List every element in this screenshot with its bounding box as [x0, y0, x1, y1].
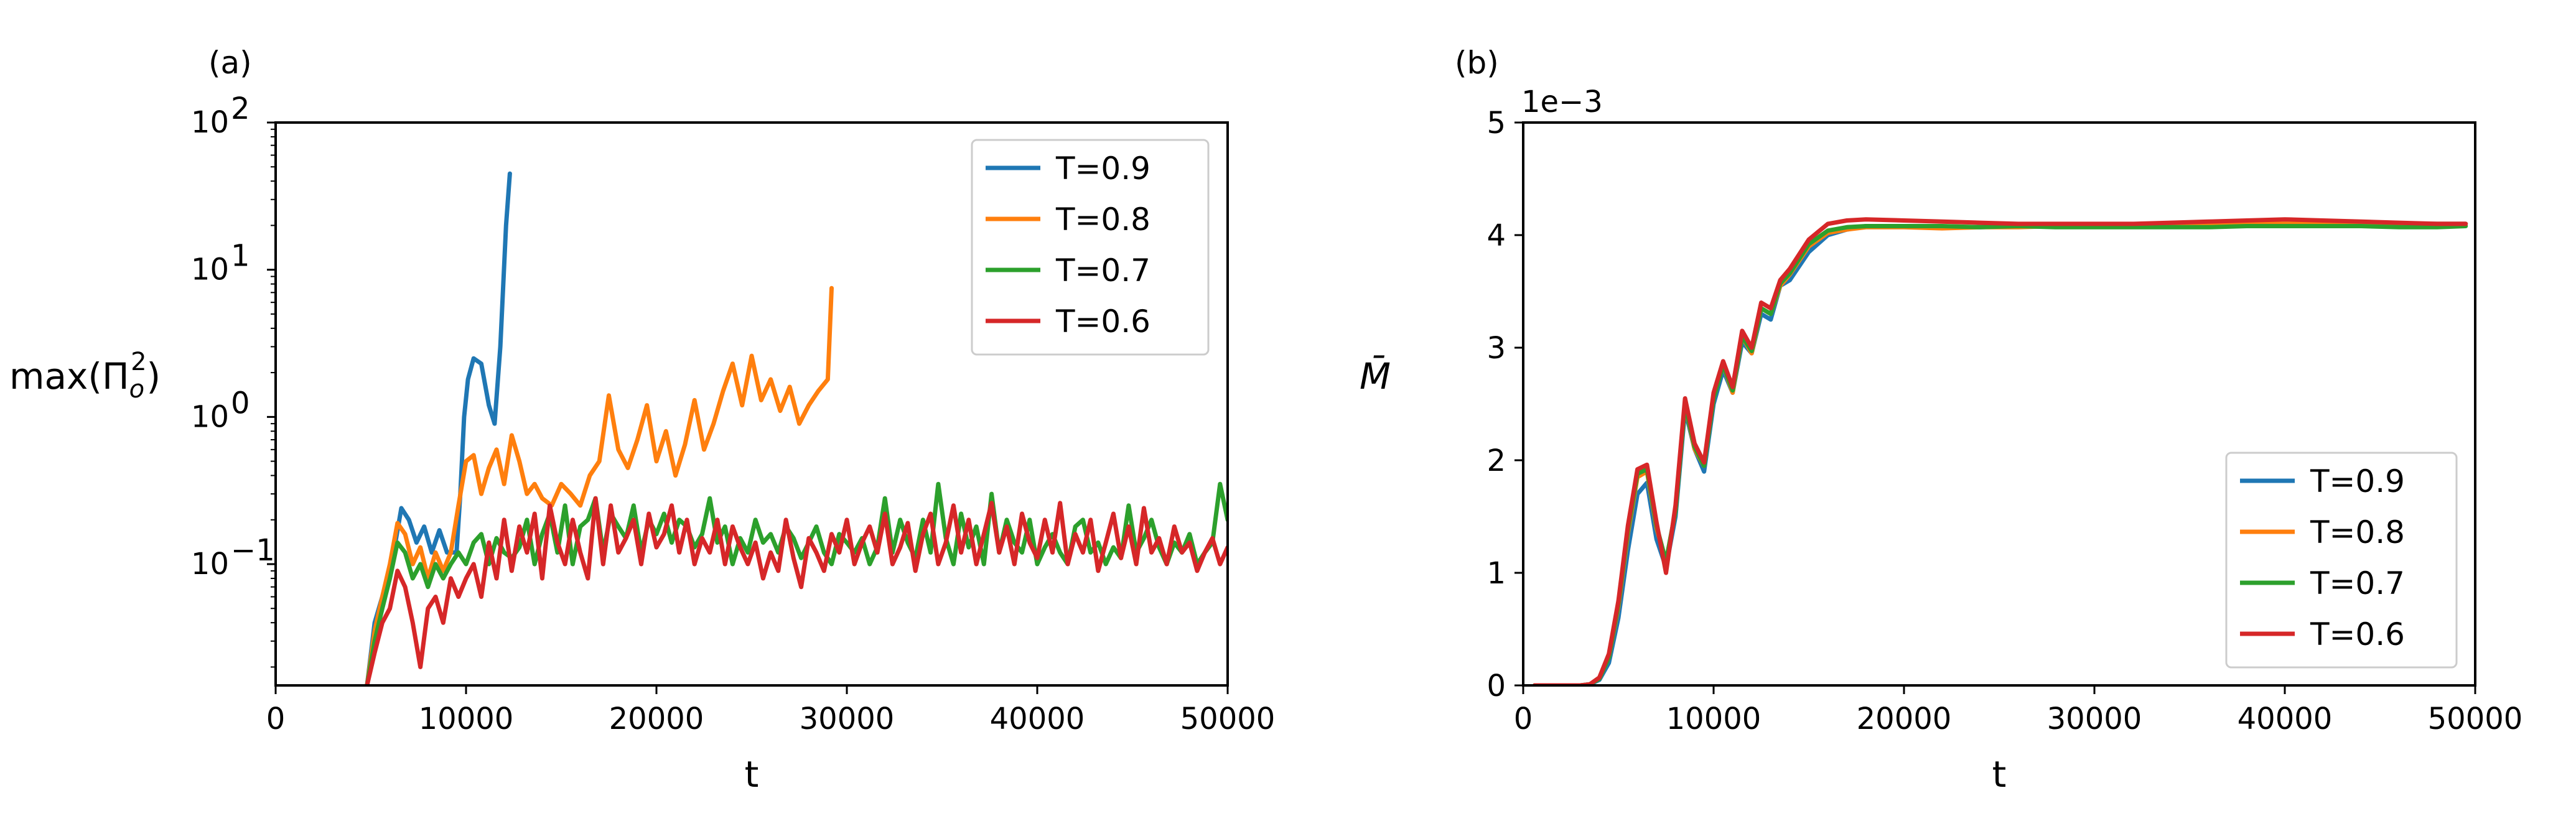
y-tick-label: 0 [1486, 669, 1506, 703]
legend-label: T=0.9 [1055, 151, 1150, 187]
y-tick-exponent: 1 [231, 239, 250, 274]
panel-a-ylabel: max(Πo2) [9, 348, 161, 404]
y-tick-label: 10 [191, 105, 229, 140]
x-tick-label: 30000 [2047, 702, 2142, 736]
panel-a-axes-frame [274, 121, 1229, 687]
legend-label: T=0.8 [2310, 514, 2405, 550]
y-tick-exponent: 0 [231, 386, 250, 420]
panel-b-ylabel: M̄ [1360, 354, 1391, 397]
y-tick-label: 10 [191, 547, 229, 582]
panel-b-axes-frame [1522, 121, 2476, 687]
x-tick-label: 50000 [1180, 702, 1276, 736]
y-tick-exponent: 2 [231, 91, 250, 126]
x-tick-label: 10000 [1666, 702, 1762, 736]
y-tick-exponent: −1 [231, 533, 275, 568]
panel-a-ylabel-main: max(Π [9, 355, 129, 397]
panel-a-xlabel: t [745, 753, 759, 795]
series-line-T-0_6 [1532, 217, 2468, 685]
panel-a-legend: T=0.9 T=0.8 T=0.7 T=0.6 [971, 139, 1210, 356]
panel-a-series-group [365, 171, 1228, 685]
y-tick-label: 10 [191, 399, 229, 434]
legend-box [971, 139, 1210, 356]
panel-a-label: (a) [208, 45, 252, 81]
panel-b-label: (b) [1455, 45, 1499, 81]
legend-label: T=0.7 [1055, 253, 1150, 289]
legend-label: T=0.6 [2310, 616, 2405, 652]
series-line-T-0_8 [365, 285, 834, 685]
panel-b-chart: (b) 1e−3 0 10000 20000 30000 40000 50000 0 1 2 3 4… [1360, 45, 2522, 795]
panel-a-ylabel-sup: 2 [131, 348, 146, 376]
series-line-T-0_6 [365, 496, 1228, 685]
x-tick-label: 10000 [419, 702, 514, 736]
x-tick-label: 0 [1514, 702, 1533, 736]
panel-b-offset-label: 1e−3 [1521, 85, 1603, 119]
legend-label: T=0.6 [1055, 304, 1150, 340]
x-tick-label: 20000 [1857, 702, 1952, 736]
x-tick-label: 40000 [2238, 702, 2333, 736]
series-line-T-0_7 [365, 481, 1228, 685]
y-tick-label: 5 [1486, 106, 1506, 141]
x-tick-label: 30000 [800, 702, 895, 736]
panel-b-ticks: 0 10000 20000 30000 40000 50000 0 1 2 3 4 5 [1486, 106, 2522, 736]
legend-label: T=0.7 [2310, 565, 2405, 601]
panel-a-ylabel-sub: o [129, 375, 144, 404]
x-tick-label: 40000 [990, 702, 1085, 736]
y-tick-label: 4 [1486, 218, 1506, 253]
legend-box [2225, 452, 2458, 669]
y-tick-label: 10 [191, 253, 229, 287]
x-tick-label: 20000 [609, 702, 704, 736]
panel-a-ylabel-close: ) [147, 355, 161, 397]
panel-b-legend: T=0.9 T=0.8 T=0.7 T=0.6 [2225, 452, 2458, 669]
legend-label: T=0.9 [2310, 463, 2405, 499]
y-tick-label: 2 [1486, 443, 1506, 478]
legend-label: T=0.8 [1055, 202, 1150, 238]
panel-b-series-group [1532, 217, 2468, 685]
y-tick-label: 1 [1486, 556, 1506, 591]
x-tick-label: 0 [266, 702, 286, 736]
y-tick-label: 3 [1486, 331, 1506, 366]
x-tick-label: 50000 [2428, 702, 2523, 736]
panel-b-xlabel: t [1992, 753, 2007, 795]
